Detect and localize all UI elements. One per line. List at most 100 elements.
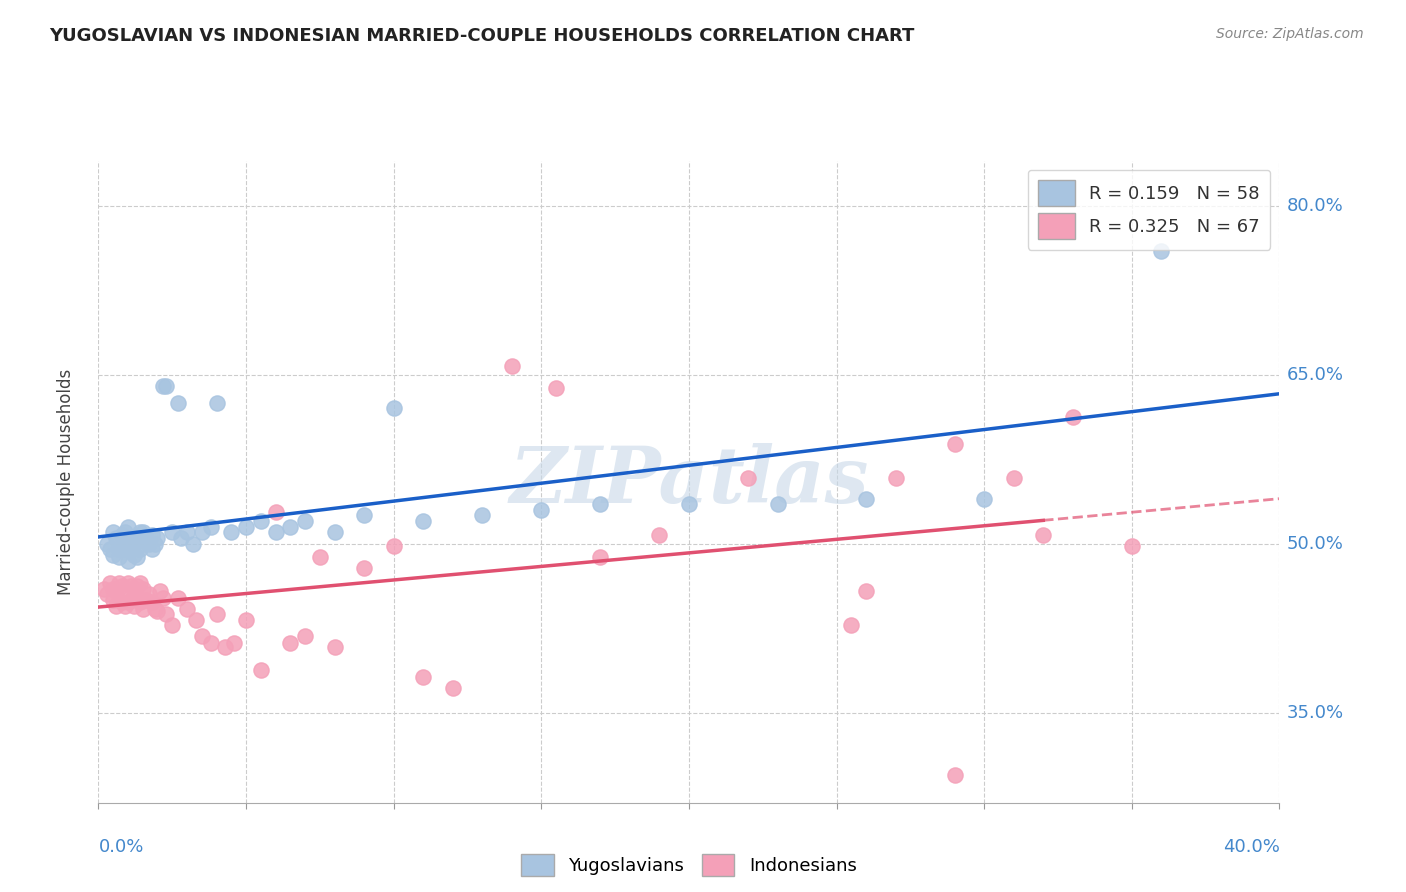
Point	[105, 582, 128, 596]
Point	[117, 536, 139, 550]
Point	[184, 613, 207, 627]
Point	[181, 536, 204, 550]
Point	[264, 525, 287, 540]
Text: YUGOSLAVIAN VS INDONESIAN MARRIED-COUPLE HOUSEHOLDS CORRELATION CHART: YUGOSLAVIAN VS INDONESIAN MARRIED-COUPLE…	[49, 27, 914, 45]
Point	[323, 640, 346, 655]
Point	[382, 401, 405, 416]
Point	[412, 670, 434, 684]
Point	[141, 595, 163, 609]
Point	[167, 396, 190, 410]
Point	[98, 576, 121, 591]
Point	[737, 471, 759, 485]
Point	[1150, 244, 1173, 258]
Point	[353, 561, 375, 575]
Point	[117, 553, 139, 567]
Point	[135, 593, 157, 607]
Point	[111, 527, 134, 541]
Point	[155, 607, 177, 621]
Legend: Yugoslavians, Indonesians: Yugoslavians, Indonesians	[513, 847, 865, 884]
Point	[132, 536, 155, 550]
Point	[122, 548, 145, 562]
Point	[294, 514, 316, 528]
Point	[125, 593, 148, 607]
Point	[132, 602, 155, 616]
Point	[501, 359, 523, 373]
Point	[200, 636, 222, 650]
Point	[117, 576, 139, 591]
Point	[167, 591, 190, 605]
Point	[943, 437, 966, 451]
Point	[544, 381, 567, 395]
Point	[122, 599, 145, 613]
Point	[214, 640, 236, 655]
Point	[117, 520, 139, 534]
Point	[176, 602, 198, 616]
Point	[138, 536, 160, 550]
Point	[146, 531, 169, 545]
Point	[108, 593, 131, 607]
Point	[105, 599, 128, 613]
Point	[294, 629, 316, 643]
Point	[250, 514, 273, 528]
Point	[152, 379, 174, 393]
Point	[309, 550, 332, 565]
Text: 65.0%: 65.0%	[1286, 366, 1344, 384]
Point	[143, 602, 166, 616]
Point	[120, 531, 142, 545]
Point	[205, 396, 228, 410]
Point	[839, 617, 862, 632]
Point	[135, 531, 157, 545]
Text: ZIPatlas: ZIPatlas	[509, 443, 869, 520]
Point	[117, 595, 139, 609]
Point	[855, 491, 877, 506]
Point	[128, 576, 150, 591]
Point	[200, 520, 222, 534]
Point	[103, 548, 125, 562]
Point	[1032, 527, 1054, 541]
Point	[93, 582, 115, 596]
Point	[128, 525, 150, 540]
Point	[122, 536, 145, 550]
Point	[125, 579, 148, 593]
Point	[103, 593, 125, 607]
Point	[103, 582, 125, 596]
Point	[141, 542, 163, 557]
Point	[1062, 410, 1084, 425]
Point	[224, 636, 246, 650]
Point	[103, 525, 125, 540]
Point	[766, 497, 789, 511]
Point	[96, 587, 118, 601]
Point	[111, 579, 134, 593]
Text: 50.0%: 50.0%	[1286, 534, 1343, 553]
Point	[191, 629, 214, 643]
Point	[589, 550, 612, 565]
Point	[471, 508, 494, 523]
Point	[111, 595, 134, 609]
Point	[191, 525, 214, 540]
Point	[678, 497, 700, 511]
Point	[120, 579, 142, 593]
Point	[128, 595, 150, 609]
Point	[141, 527, 163, 541]
Point	[155, 379, 177, 393]
Point	[530, 503, 553, 517]
Point	[884, 471, 907, 485]
Point	[382, 539, 405, 553]
Point	[122, 582, 145, 596]
Point	[323, 525, 346, 540]
Point	[111, 536, 134, 550]
Point	[176, 525, 198, 540]
Point	[114, 599, 136, 613]
Point	[162, 617, 183, 632]
Point	[128, 542, 150, 557]
Point	[353, 508, 375, 523]
Point	[125, 550, 148, 565]
Point	[235, 520, 257, 534]
Point	[162, 525, 183, 540]
Point	[138, 587, 160, 601]
Point	[98, 542, 121, 557]
Point	[120, 593, 142, 607]
Text: 0.0%: 0.0%	[98, 838, 143, 856]
Point	[170, 531, 193, 545]
Point	[132, 525, 155, 540]
